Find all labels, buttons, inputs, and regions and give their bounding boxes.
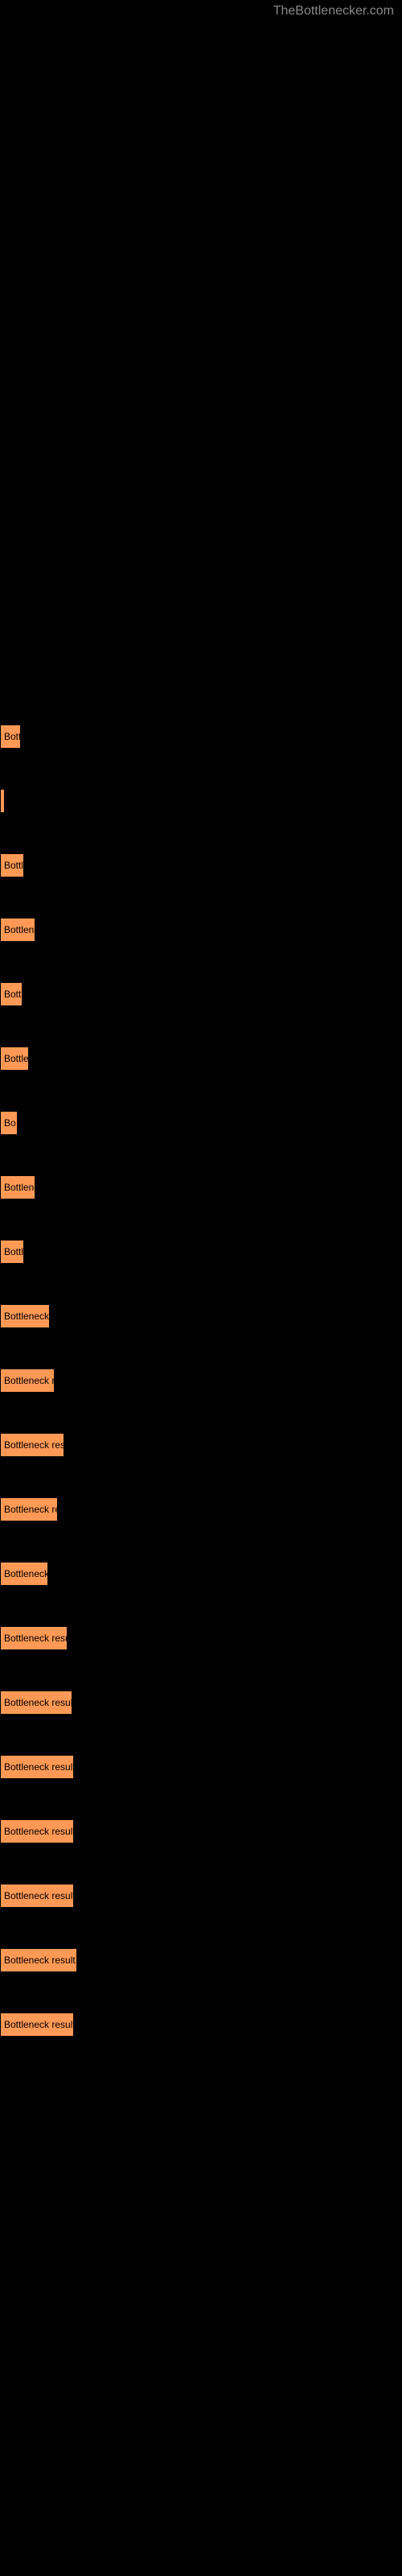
bar-row: Bottleneck resu xyxy=(0,1497,386,1521)
bar-label: Bottleneck resu xyxy=(4,1504,58,1515)
chart-bar: Bottleneck result xyxy=(0,1755,74,1779)
bar-label: Bottleneck result xyxy=(4,1761,74,1773)
bar-row: Bottleneck result xyxy=(0,1690,386,1715)
bar-row: Bottleneck re xyxy=(0,1304,386,1328)
chart-bar: Bottleneck res xyxy=(0,1368,55,1393)
chart-bar: Bottleneck result xyxy=(0,2013,74,2037)
bar-row: Bottlenec xyxy=(0,1175,386,1199)
bar-label: Bottlenec xyxy=(4,1182,35,1193)
bar-chart: Bott Bottle Bottlenec Bottle Bottlen Bo Bottle… xyxy=(0,0,402,2037)
bar-row: Bottleneck result xyxy=(0,1755,386,1779)
chart-bar: Bottlenec xyxy=(0,1175,35,1199)
chart-bar: Bottleneck re xyxy=(0,1562,48,1586)
bar-label: Bottleneck re xyxy=(4,1311,50,1322)
bar-row: Bo xyxy=(0,1111,386,1135)
bar-label: Bottle xyxy=(4,860,24,871)
chart-bar: Bott xyxy=(0,724,21,749)
bar-row: Bottlenec xyxy=(0,918,386,942)
bar-label: Bottleneck result xyxy=(4,1439,64,1451)
chart-bar xyxy=(0,789,5,813)
chart-bar: Bottleneck result xyxy=(0,1433,64,1457)
watermark-text: TheBottlenecker.com xyxy=(273,4,394,19)
chart-bar: Bottleneck resu xyxy=(0,1497,58,1521)
bar-row xyxy=(0,789,386,813)
bar-label: Bottleneck result xyxy=(4,1826,74,1837)
bar-label: Bottlenec xyxy=(4,924,35,935)
bar-row: Bottle xyxy=(0,982,386,1006)
bar-row: Bottleneck result xyxy=(0,1819,386,1843)
bar-row: Bottlen xyxy=(0,1046,386,1071)
bar-label: Bottle xyxy=(4,1246,24,1257)
chart-bar: Bottle xyxy=(0,982,23,1006)
chart-bar: Bottleneck result xyxy=(0,1948,77,1972)
bar-label: Bottleneck result xyxy=(4,1697,72,1708)
chart-bar: Bottlenec xyxy=(0,918,35,942)
bar-row: Bottle xyxy=(0,853,386,877)
chart-bar: Bottlen xyxy=(0,1046,29,1071)
bar-row: Bottleneck res xyxy=(0,1368,386,1393)
bar-label: Bottleneck result xyxy=(4,1633,68,1644)
bar-label: Bott xyxy=(4,731,21,742)
bar-label: Bottlen xyxy=(4,1053,29,1064)
bar-row: Bottleneck re xyxy=(0,1562,386,1586)
bar-row: Bottleneck result xyxy=(0,1948,386,1972)
chart-bar: Bottleneck result xyxy=(0,1690,72,1715)
chart-bar: Bo xyxy=(0,1111,18,1135)
chart-bar: Bottleneck result xyxy=(0,1626,68,1650)
bar-label: Bottleneck result xyxy=(4,1955,76,1966)
bar-row: Bottleneck result xyxy=(0,2013,386,2037)
bar-label: Bottleneck result xyxy=(4,1890,74,1901)
chart-bar: Bottle xyxy=(0,853,24,877)
bar-label: Bottle xyxy=(4,989,23,1000)
chart-bar: Bottle xyxy=(0,1240,24,1264)
bar-row: Bottleneck result xyxy=(0,1433,386,1457)
bar-row: Bottleneck result xyxy=(0,1884,386,1908)
chart-bar: Bottleneck result xyxy=(0,1819,74,1843)
bar-label: Bo xyxy=(4,1117,16,1129)
bar-row: Bottle xyxy=(0,1240,386,1264)
chart-bar: Bottleneck result xyxy=(0,1884,74,1908)
bar-row: Bottleneck result xyxy=(0,1626,386,1650)
bar-label: Bottleneck result xyxy=(4,2019,74,2030)
bar-label: Bottleneck re xyxy=(4,1568,48,1579)
chart-bar: Bottleneck re xyxy=(0,1304,50,1328)
bar-row: Bott xyxy=(0,724,386,749)
bar-label: Bottleneck res xyxy=(4,1375,55,1386)
